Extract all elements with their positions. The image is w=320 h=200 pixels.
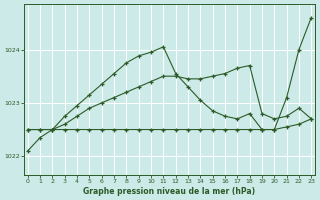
- X-axis label: Graphe pression niveau de la mer (hPa): Graphe pression niveau de la mer (hPa): [84, 187, 256, 196]
